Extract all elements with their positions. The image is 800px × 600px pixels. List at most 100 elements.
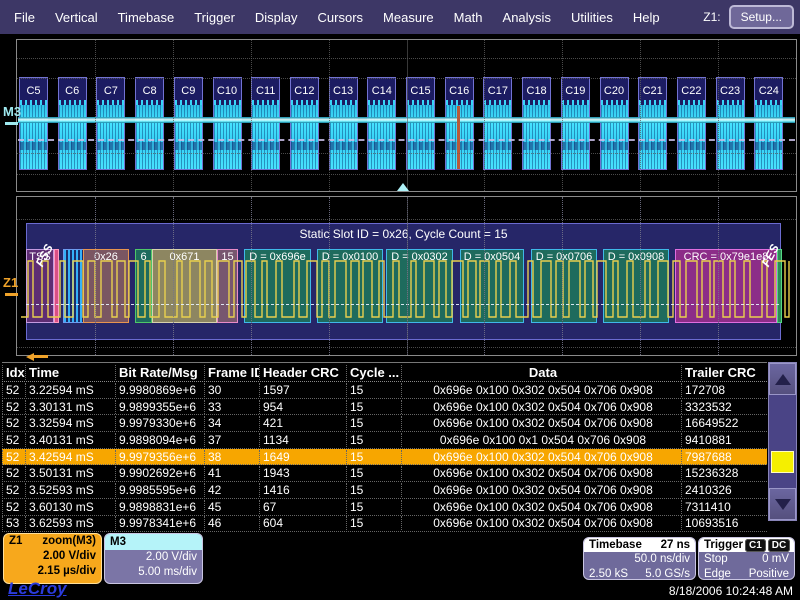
gridline-overlay: [407, 197, 408, 355]
cycle-block-c23: C23: [716, 77, 745, 170]
table-cell: 15: [346, 483, 401, 497]
table-cell: 53: [2, 516, 25, 530]
table-cell: 0x696e 0x100 0x302 0x504 0x706 0x908: [401, 416, 681, 430]
decode-segment-label: D = 0x0908: [604, 251, 668, 263]
table-cell: 3.40131 mS: [25, 433, 115, 447]
menu-item-trigger[interactable]: Trigger: [194, 10, 235, 25]
decode-table: IdxTimeBit Rate/MsgFrame IDHeader CRCCyc…: [2, 362, 767, 532]
z1-tdiv: 2.15 µs/div: [38, 564, 96, 579]
table-row-7[interactable]: 523.60130 mS9.9898831e+64567150x696e 0x1…: [2, 499, 767, 516]
menu-bar: File Vertical Timebase Trigger Display Cursor…: [0, 0, 800, 34]
z1-descriptor-box[interactable]: Z1zoom(M3) 2.00 V/div 2.15 µs/div: [3, 533, 102, 584]
table-header-bit-rate-msg: Bit Rate/Msg: [115, 365, 204, 380]
decode-segment-label: D = 0x0302: [387, 251, 452, 263]
cycle-block-c18: C18: [522, 77, 551, 170]
setup-button[interactable]: Setup...: [729, 5, 794, 29]
channel-label-m3[interactable]: M3: [3, 104, 21, 119]
decode-segment-0x671: 0x671: [152, 249, 217, 323]
table-cell: 1597: [259, 383, 346, 397]
menu-item-analysis[interactable]: Analysis: [503, 10, 551, 25]
decode-segment-label: 0x26: [84, 251, 128, 263]
table-cell: 52: [2, 466, 25, 480]
timebase-title: Timebase: [589, 538, 642, 552]
table-cell: 3.52593 mS: [25, 483, 115, 497]
table-cell: 15: [346, 400, 401, 414]
table-cell: 0x696e 0x100 0x302 0x504 0x706 0x908: [401, 400, 681, 414]
cycle-block-c21: C21: [638, 77, 667, 170]
arrow-up-icon: [775, 374, 791, 385]
trigger-type: Edge: [704, 567, 731, 582]
table-row-0[interactable]: 523.22594 mS9.9980869e+6301597150x696e 0…: [2, 382, 767, 399]
table-cell: 9.9978341e+6: [115, 516, 204, 530]
trigger-title: Trigger: [704, 538, 743, 552]
table-header-data: Data: [401, 365, 681, 380]
table-cell: 41: [204, 466, 259, 480]
scroll-up-button[interactable]: [769, 363, 796, 395]
table-row-1[interactable]: 523.30131 mS9.9899355e+633954150x696e 0x…: [2, 399, 767, 416]
menu-item-file[interactable]: File: [14, 10, 35, 25]
gridline-horizontal: [17, 78, 796, 79]
m3-descriptor-box[interactable]: M3 2.00 V/div 5.00 ms/div: [104, 533, 203, 584]
menu-item-timebase[interactable]: Timebase: [118, 10, 175, 25]
table-cell: 3.62593 mS: [25, 516, 115, 530]
table-cell: 67: [259, 500, 346, 514]
table-cell: 15: [346, 383, 401, 397]
lecroy-logo: LeCroy: [8, 579, 67, 599]
cycle-block-c17: C17: [483, 77, 512, 170]
scroll-down-button[interactable]: [769, 488, 796, 520]
gridline-horizontal: [17, 174, 796, 175]
menu-item-measure[interactable]: Measure: [383, 10, 434, 25]
table-cell: 9.9979330e+6: [115, 416, 204, 430]
decode-segment-15: 15: [217, 249, 238, 323]
table-cell: 3.32594 mS: [25, 416, 115, 430]
table-row-2[interactable]: 523.32594 mS9.9979330e+634421150x696e 0x…: [2, 415, 767, 432]
table-row-4[interactable]: 523.42594 mS9.9979356e+6381649150x696e 0…: [2, 449, 767, 466]
cycle-block-c11: C11: [251, 77, 280, 170]
trigger-marker-icon[interactable]: [397, 183, 409, 191]
table-cell: 9.9898094e+6: [115, 433, 204, 447]
table-cell: 42: [204, 483, 259, 497]
cycle-block-c9: C9: [174, 77, 203, 170]
trigger-box[interactable]: TriggerC1DC Stop0 mV EdgePositive: [698, 537, 795, 580]
gridline-overlay: [251, 197, 252, 355]
trigger-mode: Stop: [704, 552, 728, 567]
table-cell: 7311410: [681, 500, 766, 514]
gridline-overlay: [95, 197, 96, 355]
cycle-burst-waveform: [717, 105, 744, 169]
table-cell: 0x696e 0x100 0x1 0x504 0x706 0x908: [401, 433, 681, 447]
menu-item-vertical[interactable]: Vertical: [55, 10, 98, 25]
m3-vdiv: 2.00 V/div: [146, 550, 197, 565]
zoom-center-dashed-line: [26, 304, 779, 305]
table-cell: 33: [204, 400, 259, 414]
gridline-overlay: [484, 197, 485, 355]
table-scrollbar[interactable]: [768, 362, 797, 521]
timebase-offset: 27 ns: [661, 538, 690, 552]
decode-segment-d-0x696e: D = 0x696e: [244, 249, 311, 323]
channel-label-z1[interactable]: Z1: [3, 275, 18, 290]
cycle-block-c10: C10: [213, 77, 242, 170]
cycle-burst-waveform: [523, 105, 550, 169]
menu-item-display[interactable]: Display: [255, 10, 298, 25]
timebase-box[interactable]: Timebase27 ns 50.0 ns/div 2.50 kS5.0 GS/…: [583, 537, 696, 580]
menu-item-math[interactable]: Math: [454, 10, 483, 25]
table-cell: 421: [259, 416, 346, 430]
menu-item-help[interactable]: Help: [633, 10, 660, 25]
menu-items: File Vertical Timebase Trigger Display Cursor…: [14, 10, 703, 25]
gridline-vertical: [95, 40, 96, 191]
table-cell: 15: [346, 450, 401, 464]
table-cell: 1416: [259, 483, 346, 497]
table-cell: 52: [2, 433, 25, 447]
main-waveform-grid: C5C6C7C8C9C10C11C12C13C14C15C16C17C18C19…: [16, 39, 797, 192]
table-row-6[interactable]: 523.52593 mS9.9985595e+6421416150x696e 0…: [2, 482, 767, 499]
decode-segment-label: D = 0x0100: [318, 251, 382, 263]
table-row-5[interactable]: 523.50131 mS9.9902692e+6411943150x696e 0…: [2, 465, 767, 482]
table-row-8[interactable]: 533.62593 mS9.9978341e+646604150x696e 0x…: [2, 516, 767, 533]
menu-item-utilities[interactable]: Utilities: [571, 10, 613, 25]
menu-item-cursors[interactable]: Cursors: [318, 10, 364, 25]
scrollbar-thumb[interactable]: [771, 451, 794, 473]
table-cell: 0x696e 0x100 0x302 0x504 0x706 0x908: [401, 516, 681, 530]
table-cell: 15: [346, 516, 401, 530]
gridline-vertical: [329, 40, 330, 191]
trigger-badges: C1DC: [743, 538, 790, 552]
table-row-3[interactable]: 523.40131 mS9.9898094e+6371134150x696e 0…: [2, 432, 767, 449]
